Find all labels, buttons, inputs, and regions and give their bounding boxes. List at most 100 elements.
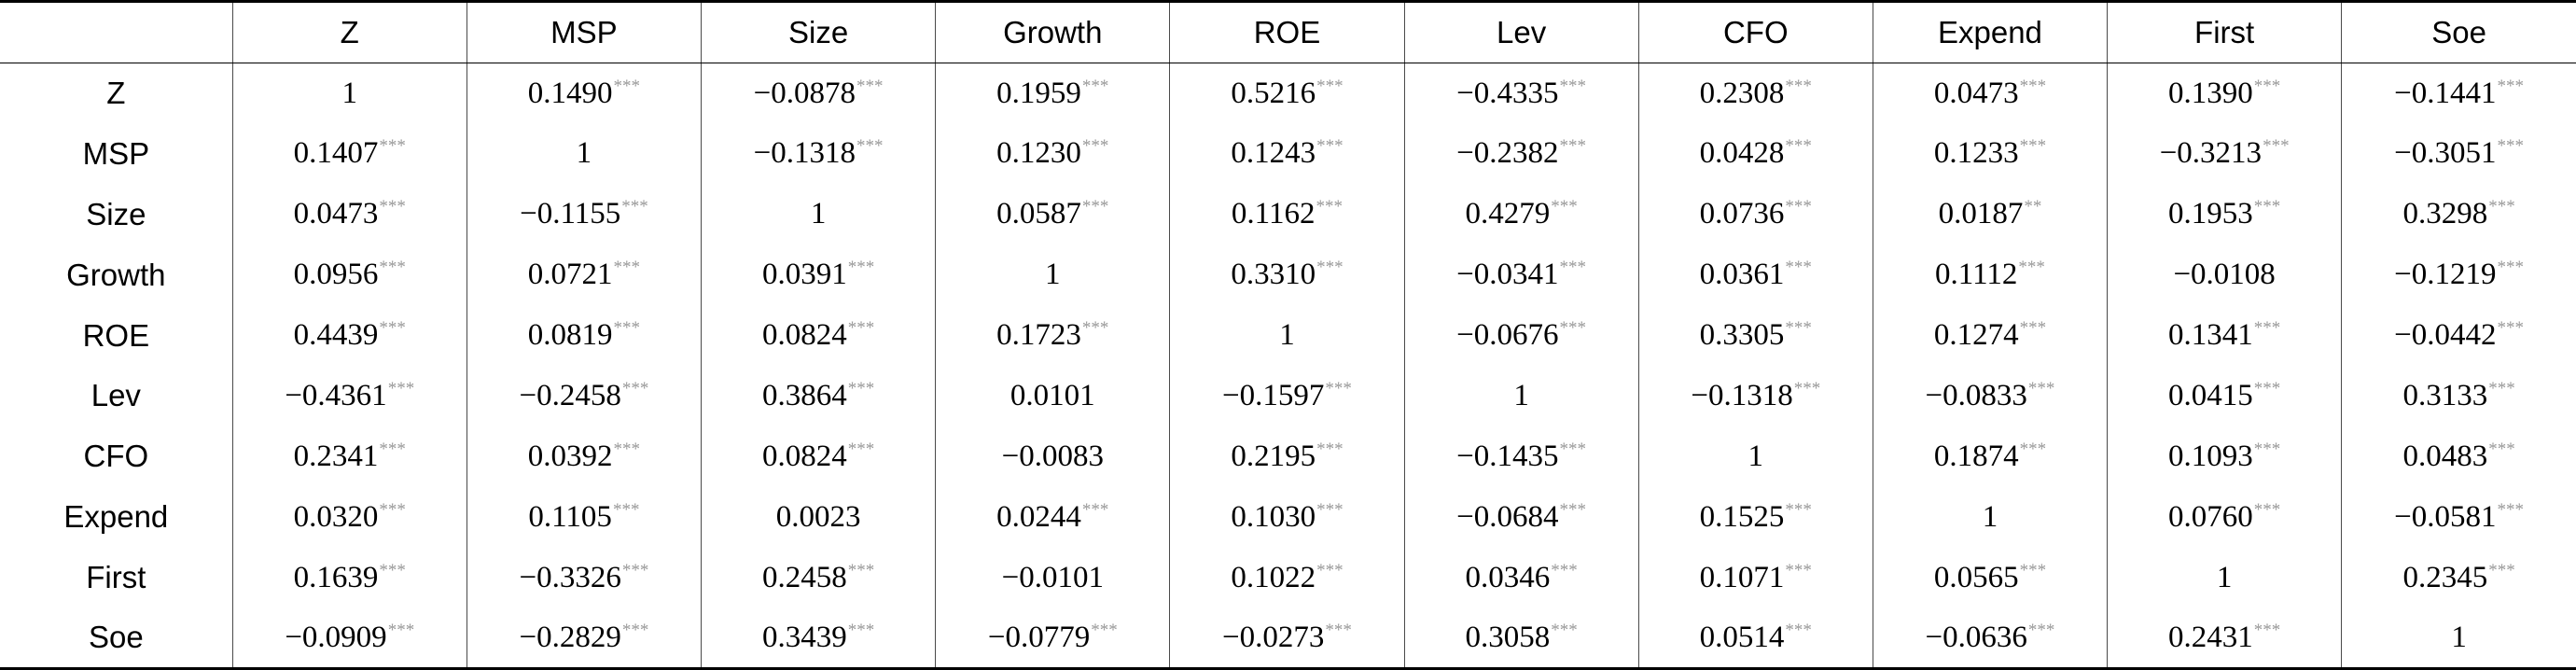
correlation-value: 0.1162	[1231, 197, 1316, 231]
correlation-cell: 0.0023	[701, 486, 936, 548]
correlation-value: 0.0415	[2168, 378, 2253, 412]
row-header: Size	[86, 196, 146, 231]
significance-stars: ***	[1081, 136, 1109, 157]
correlation-cell: −0.3326***	[466, 547, 702, 608]
correlation-value: 0.0101	[1010, 378, 1095, 412]
correlation-value: 1	[2216, 560, 2233, 594]
correlation-value: −0.1441	[2394, 76, 2497, 110]
correlation-cell: 0.1022***	[1169, 547, 1405, 608]
correlation-cell: 0.1093***	[2107, 426, 2342, 487]
correlation-cell: −0.0833***	[1872, 365, 2108, 426]
correlation-cell: 0.0587***	[935, 184, 1170, 245]
significance-stars: ***	[621, 620, 649, 640]
correlation-cell: 1	[935, 244, 1170, 306]
correlation-cell: −0.0676***	[1403, 305, 1639, 366]
correlation-value: −0.2458	[519, 378, 621, 412]
correlation-cell: −0.2829***	[466, 607, 702, 669]
correlation-cell: 0.4439***	[231, 305, 467, 366]
correlation-value: 0.0483	[2402, 439, 2488, 473]
correlation-value: 0.0760	[2168, 499, 2253, 534]
correlation-value: 0.0565	[1933, 560, 2019, 594]
significance-stars: ***	[2263, 136, 2290, 157]
correlation-value: 0.2308	[1699, 76, 1785, 110]
correlation-cell: 1	[2341, 607, 2576, 669]
correlation-cell: 0.1959***	[935, 63, 1170, 124]
significance-stars: ***	[2253, 378, 2281, 398]
significance-stars: ***	[847, 318, 875, 338]
header-row: Z MSP Size Growth ROE Lev CFO Expend First Soe	[0, 1, 2576, 63]
row-header: Lev	[91, 378, 141, 413]
correlation-value: 0.0391	[761, 258, 847, 292]
significance-stars: ***	[387, 378, 415, 398]
correlation-value: 0.1274	[1933, 318, 2019, 352]
correlation-value: 0.0320	[293, 499, 379, 534]
significance-stars: ***	[379, 560, 406, 580]
correlation-cell: 0.1230***	[935, 123, 1170, 185]
significance-stars: ***	[847, 620, 875, 640]
correlation-value: 0.0187	[1938, 197, 2024, 231]
correlation-value: 0.3133	[2402, 378, 2488, 412]
significance-stars: ***	[2019, 560, 2047, 580]
correlation-value: 0.4439	[293, 318, 379, 352]
column-header: Growth	[935, 1, 1170, 63]
significance-stars: ***	[847, 560, 875, 580]
correlation-value: 0.2345	[2402, 560, 2488, 594]
correlation-cell: 1	[1872, 486, 2108, 548]
correlation-cell: 1	[1169, 305, 1405, 366]
correlation-value: −0.1219	[2394, 258, 2497, 292]
significance-stars: ***	[2027, 620, 2055, 640]
correlation-cell: 0.1723***	[935, 305, 1170, 366]
correlation-cell: 0.2341***	[231, 426, 467, 487]
correlation-value: 0.0824	[761, 318, 847, 352]
correlation-cell: 0.0415***	[2107, 365, 2342, 426]
correlation-value: −0.0083	[1001, 439, 1104, 473]
table-row: First 0.1639*** −0.3326*** 0.2458*** −0.0101…	[0, 547, 2576, 608]
table-body: Z 1 0.1490*** −0.0878*** 0.1959*** 0.5216*** −…	[0, 63, 2576, 669]
correlation-value: −0.0442	[2394, 318, 2497, 352]
correlation-value: 0.1874	[1933, 439, 2019, 473]
row-header: MSP	[82, 135, 150, 171]
correlation-cell: 0.1233***	[1872, 123, 2108, 185]
correlation-value: 0.0023	[775, 499, 861, 534]
correlation-value: 0.3305	[1699, 318, 1785, 352]
correlation-value: 0.0346	[1465, 560, 1551, 594]
corner-cell	[0, 1, 233, 63]
table-row: Expend 0.0320*** 0.1105*** 0.0023 0.0244*** 0…	[0, 486, 2576, 548]
correlation-cell: 0.0721***	[466, 244, 702, 306]
column-header: ROE	[1169, 1, 1405, 63]
significance-stars: ***	[1081, 76, 1109, 96]
correlation-cell: 0.1953***	[2107, 184, 2342, 245]
correlation-cell: 1	[1637, 426, 1873, 487]
correlation-value: 0.1490	[527, 76, 613, 110]
correlation-value: 0.0392	[527, 439, 613, 473]
correlation-value: −0.0636	[1925, 620, 2027, 654]
significance-stars: ***	[613, 258, 641, 278]
correlation-value: 0.1233	[1933, 136, 2019, 171]
correlation-cell: 0.2345***	[2341, 547, 2576, 608]
correlation-value: −0.2382	[1456, 136, 1559, 171]
significance-stars: ***	[1785, 318, 1812, 338]
significance-stars: ***	[2497, 318, 2525, 338]
correlation-cell: 0.3310***	[1169, 244, 1405, 306]
row-header: First	[86, 560, 146, 595]
correlation-value: 1	[1748, 439, 1764, 473]
correlation-cell: 0.1874***	[1872, 426, 2108, 487]
correlation-value: −0.3051	[2394, 136, 2497, 171]
row-header: ROE	[82, 317, 150, 353]
significance-stars: ***	[1785, 197, 1812, 217]
correlation-cell: 0.1243***	[1169, 123, 1405, 185]
correlation-value: 0.3058	[1465, 620, 1551, 654]
correlation-value: 0.0514	[1699, 620, 1785, 654]
correlation-value: 0.0361	[1699, 258, 1785, 292]
correlation-value: 0.0473	[293, 197, 379, 231]
significance-stars: ***	[2019, 76, 2047, 96]
correlation-value: −0.2829	[519, 620, 621, 654]
correlation-cell: 0.1030***	[1169, 486, 1405, 548]
significance-stars: ***	[2019, 439, 2047, 459]
correlation-cell: −0.0779***	[935, 607, 1170, 669]
significance-stars: ***	[379, 136, 406, 157]
correlation-value: 0.0819	[527, 318, 613, 352]
table-row: Growth 0.0956*** 0.0721*** 0.0391*** 1 0.3310…	[0, 244, 2576, 306]
correlation-cell: 0.2308***	[1637, 63, 1873, 124]
